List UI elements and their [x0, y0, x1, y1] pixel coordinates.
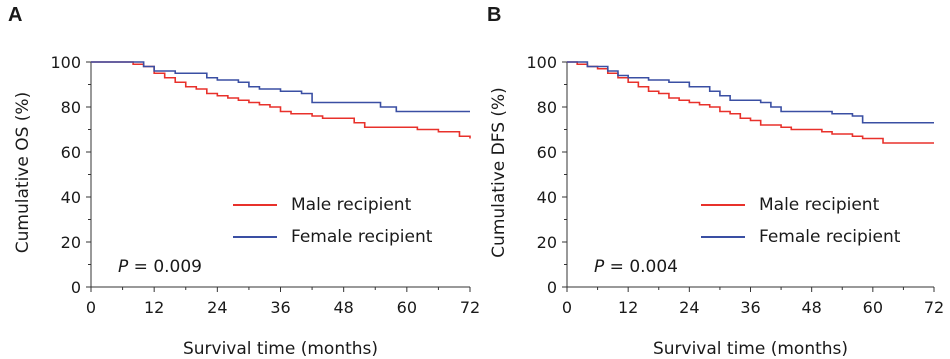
legend-label: Female recipient [291, 227, 433, 247]
y-tick-label: 40 [61, 188, 81, 207]
y-tick-label: 100 [50, 53, 81, 72]
x-tick-label: 72 [924, 298, 944, 317]
x-tick-label: 48 [801, 298, 821, 317]
series-line-male [567, 61, 934, 144]
p-value-number: = 0.004 [604, 257, 678, 277]
y-tick-label: 0 [547, 278, 557, 297]
y-axis-title: Cumulative DFS (%) [489, 87, 509, 258]
panel-label-a: A [8, 4, 23, 26]
y-axis-title: Cumulative OS (%) [13, 92, 33, 253]
legend-label: Male recipient [291, 195, 412, 215]
p-value-annotation: P = 0.004 [594, 257, 678, 277]
y-tick-label: 20 [537, 233, 557, 252]
y-tick-label: 40 [537, 188, 557, 207]
x-axis-title: Survival time (months) [183, 339, 378, 359]
x-axis-title: Survival time (months) [653, 339, 848, 359]
y-tick-label: 100 [526, 53, 557, 72]
chart-panel-b: 0 20 40 60 80 100 0 12 24 36 48 60 72 Survival time (… [489, 53, 944, 359]
x-tick-label: 36 [740, 298, 760, 317]
p-value-annotation: P = 0.009 [118, 257, 202, 277]
p-value-symbol: P [118, 257, 129, 277]
y-tick-label: 80 [537, 98, 557, 117]
y-tick-label: 60 [537, 143, 557, 162]
y-tick-label: 0 [71, 278, 81, 297]
y-tick-label: 60 [61, 143, 81, 162]
x-tick-label: 24 [679, 298, 699, 317]
p-value-symbol: P [594, 257, 605, 277]
x-tick-label: 72 [460, 298, 480, 317]
legend-label: Male recipient [759, 195, 880, 215]
series-line-female [91, 61, 470, 113]
x-tick-label: 0 [86, 298, 96, 317]
series-line-male [91, 61, 471, 139]
x-tick-label: 12 [144, 298, 164, 317]
x-tick-label: 36 [270, 298, 290, 317]
x-tick-label: 12 [618, 298, 638, 317]
panel-label-b: B [487, 4, 502, 26]
x-tick-label: 60 [863, 298, 883, 317]
series-line-female [567, 61, 934, 124]
x-tick-label: 0 [562, 298, 572, 317]
x-tick-label: 48 [333, 298, 353, 317]
x-tick-label: 60 [397, 298, 417, 317]
chart-panel-a: 0 20 40 60 80 100 0 12 24 36 48 60 72 Survival time (… [13, 53, 480, 359]
y-tick-label: 80 [61, 98, 81, 117]
p-value-number: = 0.009 [128, 257, 202, 277]
legend-label: Female recipient [759, 227, 901, 247]
x-tick-label: 24 [207, 298, 227, 317]
y-tick-label: 20 [61, 233, 81, 252]
